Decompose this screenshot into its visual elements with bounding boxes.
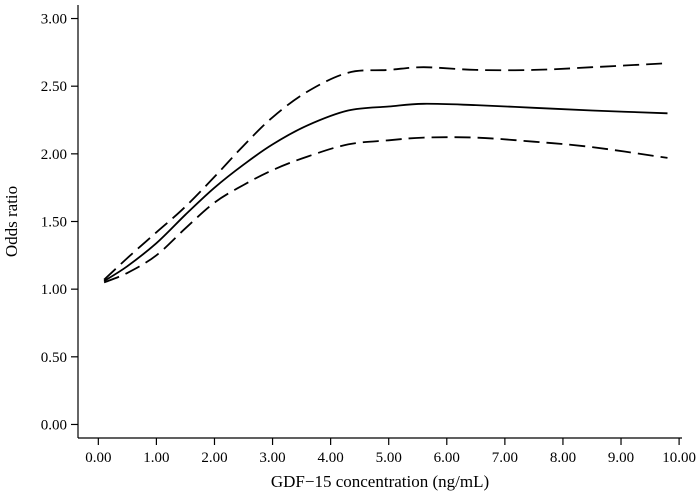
x-tick-label: 7.00 xyxy=(492,450,518,466)
x-tick-label: 5.00 xyxy=(376,450,402,466)
x-tick-label: 2.00 xyxy=(201,450,227,466)
x-tick-label: 4.00 xyxy=(318,450,344,466)
x-tick-label: 9.00 xyxy=(608,450,634,466)
y-tick-label: 1.00 xyxy=(41,282,67,298)
x-axis: 0.00 1.00 2.00 3.00 4.00 5.00 6.00 7.00 8.00 9.00… xyxy=(78,437,696,466)
y-tick-label: 2.00 xyxy=(41,147,67,163)
y-tick-label: 1.50 xyxy=(41,215,67,231)
odds-ratio-estimate-line xyxy=(103,102,668,282)
y-tick-label: 0.50 xyxy=(41,350,67,366)
upper-confidence-line xyxy=(103,62,668,281)
x-tick-label: 6.00 xyxy=(434,450,460,466)
x-tick-label: 0.00 xyxy=(85,450,111,466)
y-axis-title: Odds ratio xyxy=(2,186,21,257)
y-tick-label: 3.00 xyxy=(41,12,67,28)
y-tick-label: 0.00 xyxy=(41,417,67,433)
y-tick-label: 2.50 xyxy=(41,79,67,95)
y-axis: 0.00 0.50 1.00 1.50 2.00 2.50 3.00 xyxy=(41,5,79,438)
x-axis-title: GDF−15 concentration (ng/mL) xyxy=(271,472,489,491)
x-tick-label: 1.00 xyxy=(143,450,169,466)
x-tick-label: 10.00 xyxy=(662,450,696,466)
lower-confidence-line xyxy=(103,136,668,284)
x-tick-label: 3.00 xyxy=(259,450,285,466)
plot-area xyxy=(103,62,668,284)
x-tick-label: 8.00 xyxy=(550,450,576,466)
